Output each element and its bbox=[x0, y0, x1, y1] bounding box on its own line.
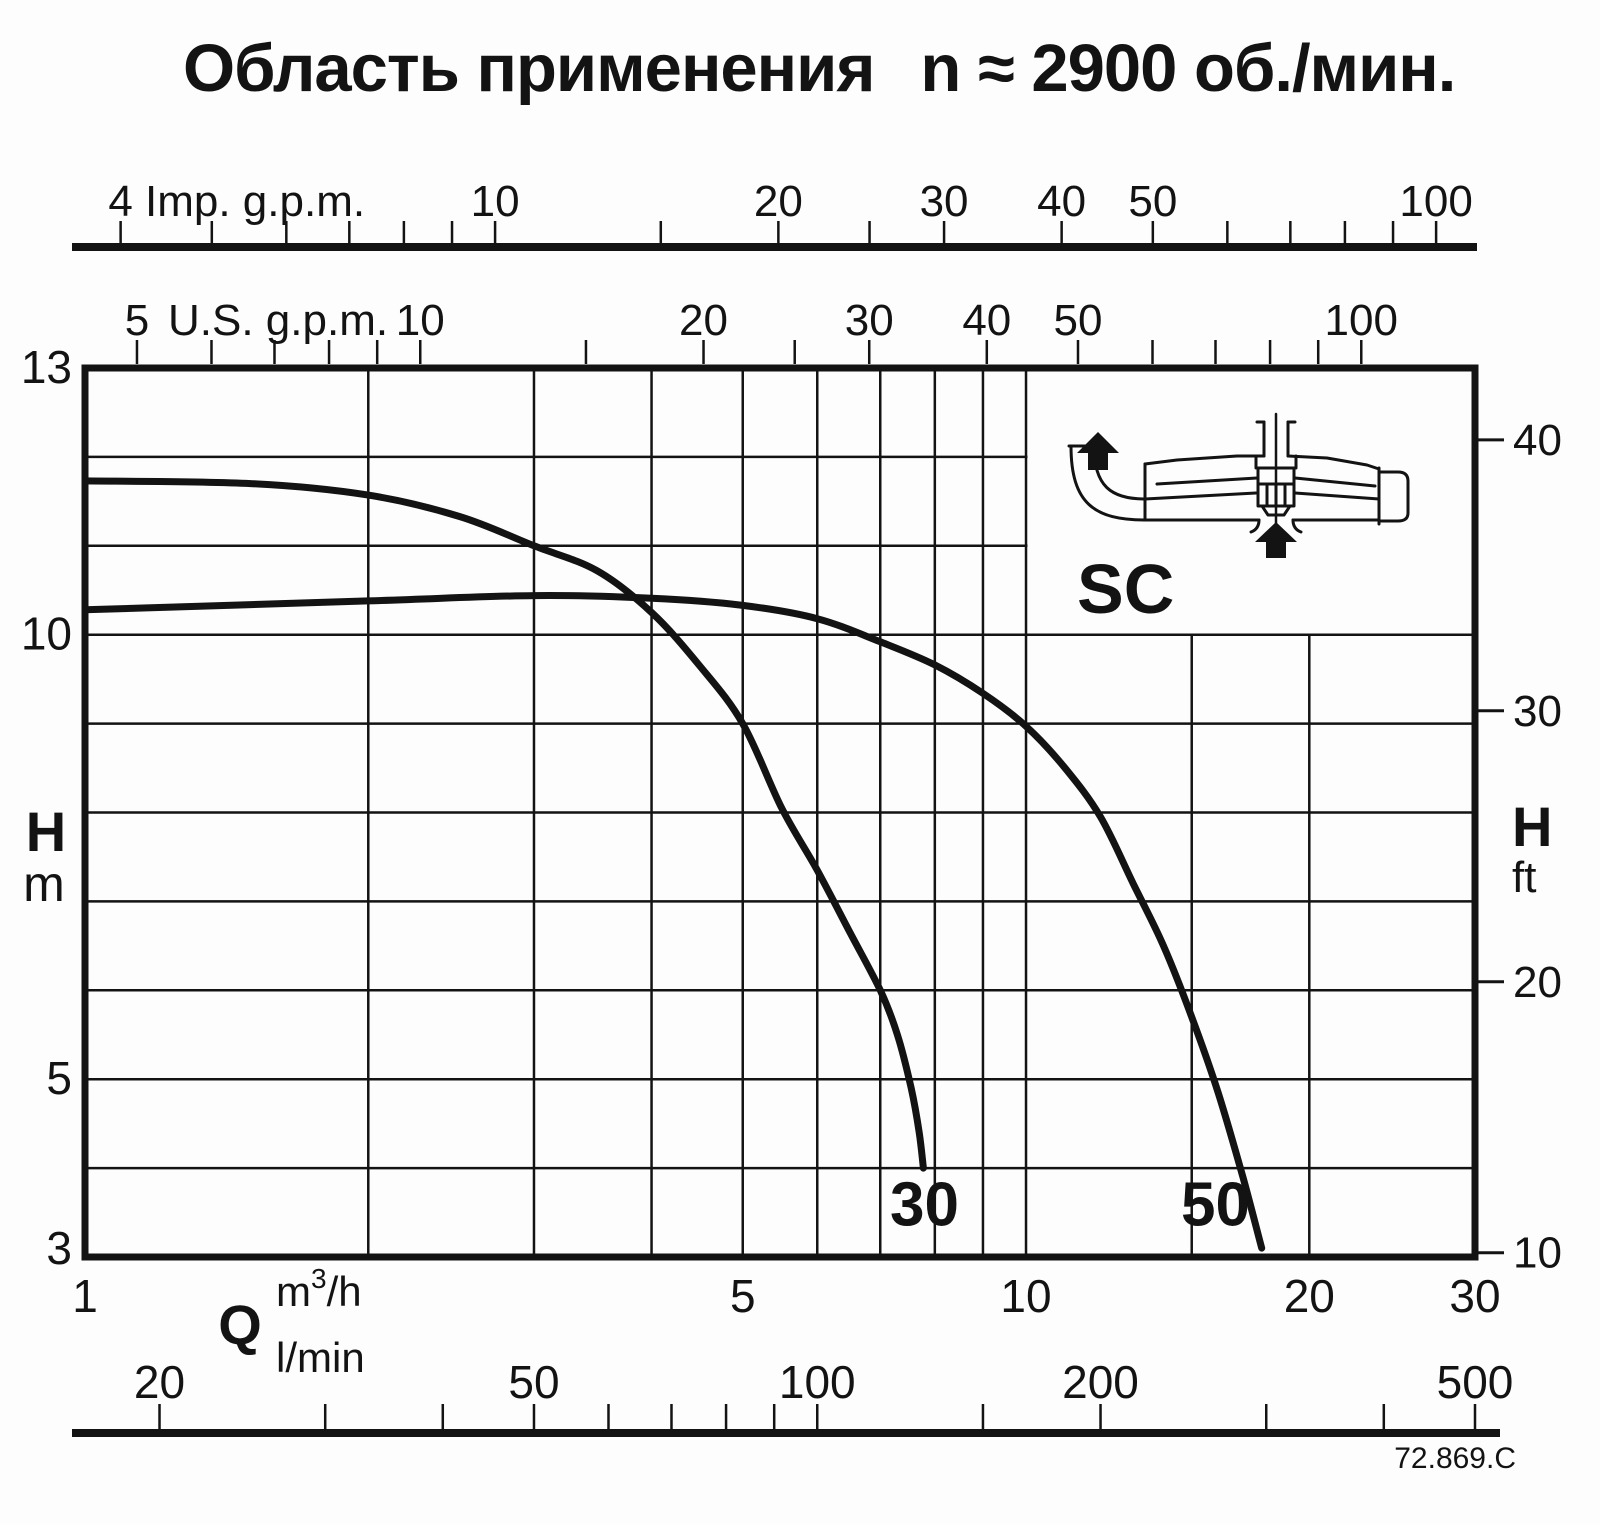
q-lmin-tick-label: 500 bbox=[1437, 1356, 1514, 1408]
pump-part bbox=[1260, 504, 1292, 517]
pump-series-label: SC bbox=[1077, 550, 1174, 628]
q-lmin-axis: 20 50 100 200 500 bbox=[72, 1356, 1514, 1437]
us-gpm-tick-label: 100 bbox=[1325, 296, 1398, 345]
pump-inset: SC bbox=[1027, 371, 1472, 634]
imp-gpm-tick-label: 30 bbox=[920, 177, 969, 226]
h-m-tick-label: 13 bbox=[21, 341, 72, 393]
chart-title-text: Область применения bbox=[183, 31, 875, 106]
h-ft-tick-label: 10 bbox=[1513, 1229, 1562, 1278]
pump-part bbox=[1249, 518, 1261, 534]
curve-label-30: 30 bbox=[890, 1171, 959, 1240]
h-ft-axis-symbol: H bbox=[1512, 795, 1552, 858]
pump-part bbox=[1155, 476, 1259, 486]
q-m3h-tick-label: 30 bbox=[1449, 1270, 1500, 1322]
chart-title: Область применения n ≈ 2900 об./мин. bbox=[183, 30, 1456, 107]
us-gpm-tick-label: 10 bbox=[396, 296, 445, 345]
h-m-tick-label: 5 bbox=[46, 1052, 72, 1104]
h-ft-tick-label: 20 bbox=[1513, 958, 1562, 1007]
h-ft-tick-label: 30 bbox=[1513, 687, 1562, 736]
q-m3h-tick-label: 20 bbox=[1284, 1270, 1335, 1322]
pump-curves: 30 50 bbox=[81, 477, 1266, 1252]
us-gpm-tick-label: 40 bbox=[962, 296, 1011, 345]
pump-curve-30 bbox=[81, 477, 927, 1172]
pump-drawing-icon bbox=[1067, 412, 1410, 558]
pump-inset-panel bbox=[1027, 371, 1472, 634]
h-m-axis-symbol: H bbox=[26, 800, 66, 863]
flow-in-arrow-icon bbox=[1255, 522, 1297, 558]
h-ft-axis-unit: ft bbox=[1512, 853, 1536, 902]
pump-part bbox=[1143, 491, 1258, 501]
q-m3h-axis: 1 5 10 20 30 Qm3/h l/min bbox=[72, 1263, 1500, 1381]
q-m3h-tick-label: 1 bbox=[72, 1270, 98, 1322]
q-m3h-tick-label: 5 bbox=[730, 1270, 756, 1322]
q-m3h-axis-unit: m3/h bbox=[276, 1263, 362, 1315]
chart-frame bbox=[81, 364, 1479, 1261]
q-m3h-tick-label: 10 bbox=[1000, 1270, 1051, 1322]
curve-label-50: 50 bbox=[1181, 1171, 1250, 1240]
imp-gpm-tick-label: 50 bbox=[1128, 177, 1177, 226]
us-gpm-tick-label: 50 bbox=[1054, 296, 1103, 345]
pump-part bbox=[1377, 470, 1410, 523]
us-gpm-axis-title: U.S. g.p.m. bbox=[168, 296, 388, 345]
h-m-axis-unit: m bbox=[23, 856, 65, 912]
pump-part bbox=[1069, 444, 1147, 522]
imp-gpm-axis: 4 10 20 30 40 50 100 Imp. g.p.m. bbox=[72, 177, 1477, 251]
h-ft-tick-label: 40 bbox=[1513, 416, 1562, 465]
pump-part bbox=[1256, 482, 1296, 508]
grid bbox=[88, 371, 1472, 1254]
pump-part bbox=[1291, 518, 1303, 534]
pump-part bbox=[1293, 491, 1381, 501]
q-lmin-tick-label: 200 bbox=[1062, 1356, 1139, 1408]
h-ft-axis: 40 30 20 10 Hft bbox=[1478, 416, 1562, 1278]
us-gpm-tick-label: 30 bbox=[845, 296, 894, 345]
imp-gpm-tick-label: 10 bbox=[471, 177, 520, 226]
imp-gpm-tick-label: 100 bbox=[1399, 177, 1472, 226]
h-m-tick-label: 3 bbox=[46, 1222, 72, 1274]
q-lmin-tick-label: 20 bbox=[134, 1356, 185, 1408]
pump-part bbox=[1286, 454, 1381, 471]
chart-title-speed: n ≈ 2900 об./мин. bbox=[920, 31, 1456, 106]
h-m-axis: 13 10 5 3 Hm bbox=[21, 341, 72, 1274]
q-axis-symbol: Q bbox=[218, 1293, 262, 1356]
q-lmin-tick-label: 50 bbox=[508, 1356, 559, 1408]
imp-gpm-axis-title: Imp. g.p.m. bbox=[145, 177, 365, 226]
q-lmin-tick-label: 100 bbox=[779, 1356, 856, 1408]
pump-part bbox=[1293, 476, 1377, 488]
imp-gpm-tick-label: 4 bbox=[108, 177, 132, 226]
document-reference: 72.869.C bbox=[1394, 1442, 1516, 1475]
us-gpm-tick-label: 5 bbox=[125, 296, 149, 345]
imp-gpm-tick-label: 40 bbox=[1037, 177, 1086, 226]
q-lmin-axis-unit: l/min bbox=[276, 1334, 365, 1381]
us-gpm-tick-label: 20 bbox=[679, 296, 728, 345]
us-gpm-axis: 5 10 20 30 40 50 100 U.S. g.p.m. bbox=[125, 296, 1398, 364]
imp-gpm-tick-label: 20 bbox=[754, 177, 803, 226]
pump-curve-50 bbox=[81, 592, 1266, 1252]
pump-part bbox=[1143, 454, 1266, 466]
h-m-tick-label: 10 bbox=[21, 608, 72, 660]
flow-out-arrow-icon bbox=[1077, 432, 1119, 470]
